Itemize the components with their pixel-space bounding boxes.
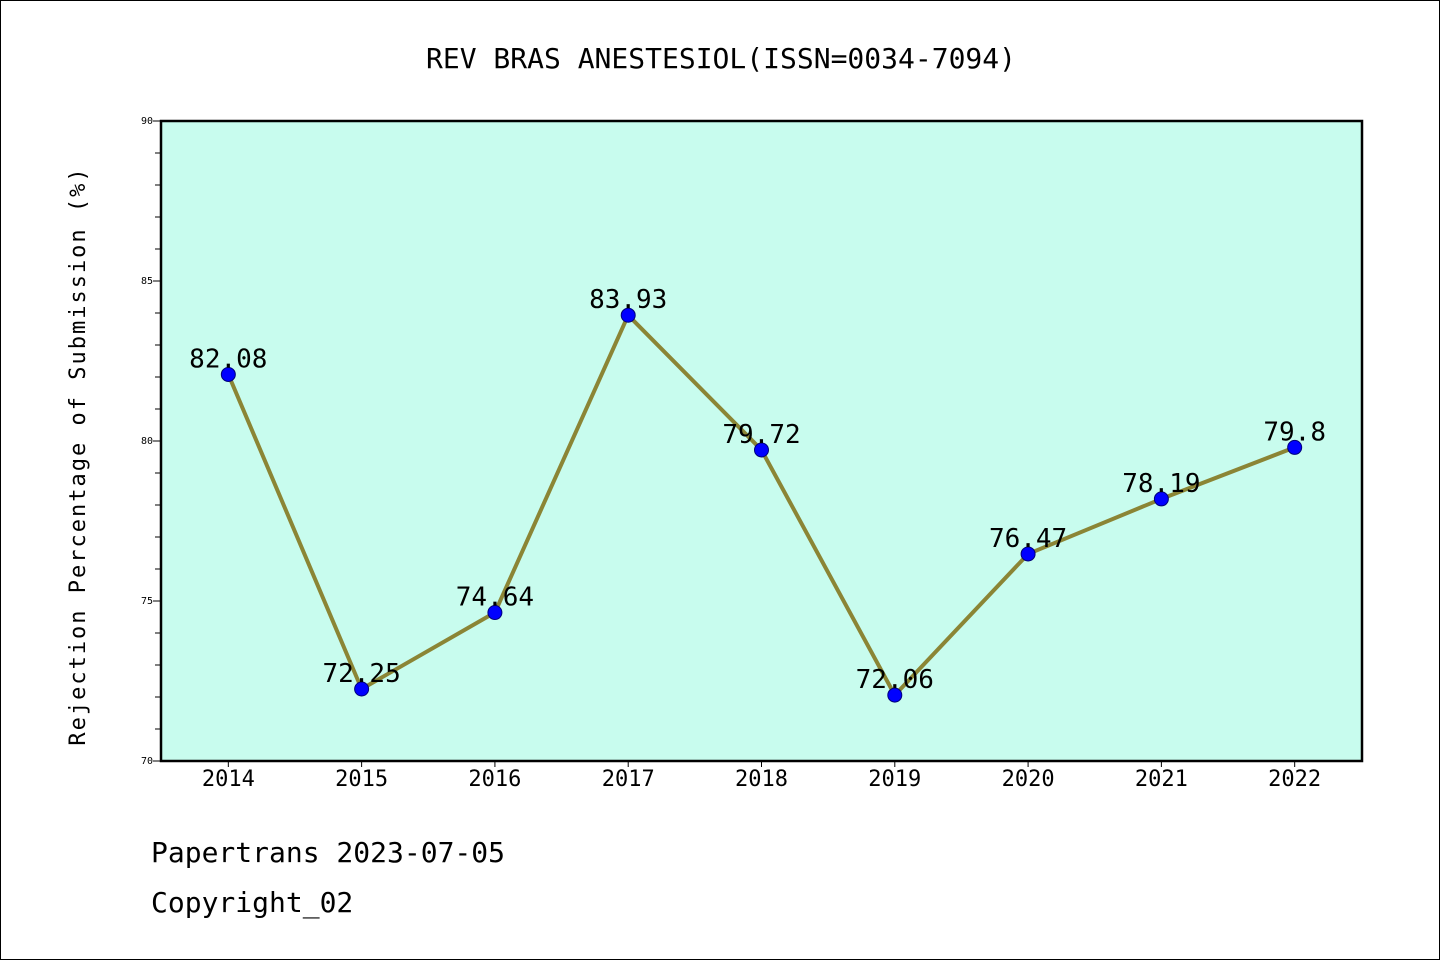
data-label: 82.08 [189,344,267,374]
data-label: 79.72 [722,420,800,450]
data-point [620,307,636,323]
data-point [1153,491,1169,507]
y-axis-label: Rejection Percentage of Submission (%) [66,166,91,745]
data-label: 72.06 [856,665,934,695]
y-tick-label: 85 [141,276,153,287]
x-tick-label: 2018 [735,767,788,792]
data-point [487,605,503,621]
data-markers [220,307,1303,703]
data-label: 83.93 [589,285,667,315]
data-label: 79.8 [1263,417,1326,447]
data-point [354,681,370,697]
data-point [1287,439,1303,455]
y-tick-label: 70 [141,756,153,767]
x-tick-label: 2022 [1268,767,1321,792]
y-tick-label: 75 [141,596,153,607]
x-tick-label: 2019 [868,767,921,792]
data-label: 78.19 [1122,469,1200,499]
x-tick-label: 2016 [468,767,521,792]
x-tick-label: 2021 [1135,767,1188,792]
plot-area [159,119,1364,763]
data-label: 72.25 [322,659,400,689]
chart-title: REV BRAS ANESTESIOL(ISSN=0034-7094) [426,42,1016,75]
x-axis: 2014 2015 2016 2017 2018 2019 2020 2021 2022 [202,761,1321,792]
y-tick-label: 80 [141,436,153,447]
data-point [754,442,769,458]
x-tick-label: 2015 [335,767,388,792]
data-labels: 82.08 72.25 74.64 83.93 79.72 72.06 76.47 78.19… [189,285,1326,695]
data-point [1020,546,1036,562]
data-point [220,366,236,382]
footer-copyright: Copyright_02 [151,886,354,919]
y-tick-label: 90 [141,116,153,127]
y-axis: 70 75 80 85 90 [141,116,161,767]
x-tick-label: 2014 [202,767,255,792]
data-label: 76.47 [989,524,1067,554]
data-point [887,687,903,703]
x-tick-label: 2017 [602,767,655,792]
x-tick-label: 2020 [1002,767,1055,792]
footer-date: Papertrans 2023-07-05 [151,836,506,869]
data-label: 74.64 [456,583,534,613]
